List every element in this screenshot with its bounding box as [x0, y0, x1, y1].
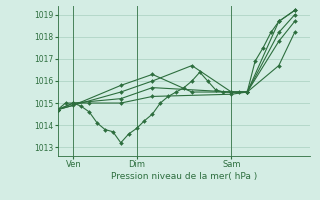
X-axis label: Pression niveau de la mer( hPa ): Pression niveau de la mer( hPa ) — [111, 172, 257, 181]
